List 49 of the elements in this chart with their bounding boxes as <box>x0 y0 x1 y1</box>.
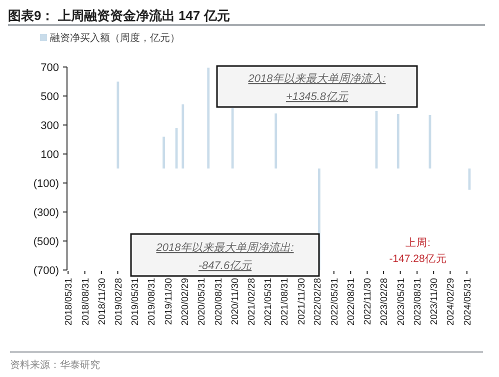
x-tick-label: 2023/05/31 <box>396 278 407 326</box>
y-tick-label: (700) <box>33 265 59 277</box>
x-tick-label: 2019/02/28 <box>113 278 124 326</box>
annotation: 2018年以来最大单周净流入: <box>247 72 386 85</box>
y-tick-label: 300 <box>40 120 59 132</box>
x-tick-label: 2021/02/28 <box>246 278 258 326</box>
x-tick-label: 2022/05/31 <box>329 278 340 326</box>
y-tick-label: (100) <box>33 178 59 190</box>
x-tick-label: 2021/08/31 <box>280 278 291 326</box>
x-tick-label: 2022/02/28 <box>312 278 324 326</box>
x-tick-label: 2022/08/31 <box>346 278 358 326</box>
x-tick-label: 2020/11/30 <box>230 278 241 325</box>
x-tick-label: 2019/08/31 <box>146 278 158 326</box>
x-tick-label: 2020/08/31 <box>213 278 224 326</box>
x-tick-label: 2024/02/29 <box>446 278 457 326</box>
annotation: 上周: <box>406 236 430 249</box>
bar <box>162 136 165 168</box>
x-tick-label: 2020/02/29 <box>180 278 191 326</box>
bar <box>207 68 210 168</box>
x-tick-label: 2019/11/30 <box>163 278 174 325</box>
x-tick-label: 2021/05/31 <box>263 278 274 326</box>
x-tick-label: 2023/02/28 <box>379 278 390 326</box>
chart-title: 图表9： 上周融资资金净流出 147 亿元 <box>8 8 230 23</box>
y-tick-label: 700 <box>40 62 59 74</box>
legend-label: 融资净买入额（周度，亿元） <box>50 32 180 44</box>
y-tick-label: 100 <box>40 149 59 161</box>
bar <box>116 82 120 168</box>
bar <box>182 104 184 168</box>
x-tick-label: 2018/05/31 <box>64 278 75 326</box>
annotation: -847.6亿元 <box>198 260 253 272</box>
annotation: +1345.8亿元 <box>286 91 350 103</box>
x-tick-label: 2023/08/31 <box>412 278 424 326</box>
x-tick-label: 2020/05/31 <box>196 278 208 326</box>
bar <box>396 114 400 168</box>
y-tick-label: 500 <box>40 91 59 103</box>
annotation: 2018年以来最大单周净流出: <box>155 241 294 254</box>
annotation: -147.28亿元 <box>389 253 447 265</box>
x-tick-label: 2019/05/31 <box>130 278 141 326</box>
y-tick-label: (500) <box>33 236 59 248</box>
bar <box>274 113 278 168</box>
x-tick-label: 2018/08/31 <box>80 278 92 326</box>
x-tick-label: 2024/05/31 <box>462 278 474 326</box>
x-tick-label: 2023/11/30 <box>429 278 440 325</box>
y-tick-label: (300) <box>33 207 59 219</box>
x-tick-label: 2018/11/30 <box>96 278 108 325</box>
x-tick-label: 2022/11/30 <box>362 278 374 325</box>
x-tick-label: 2021/11/30 <box>296 278 308 325</box>
text: 资料来源：华泰研究 <box>10 359 100 371</box>
bar <box>231 108 234 168</box>
